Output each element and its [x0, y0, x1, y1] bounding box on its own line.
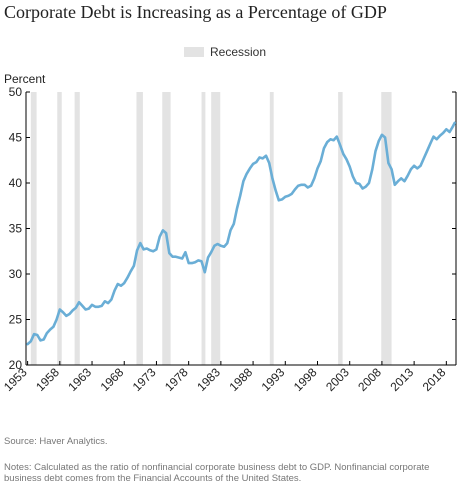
recession-bar-6	[211, 92, 221, 365]
chart-legend: Recession	[184, 45, 266, 59]
x-tick-label-2008: 2008	[355, 365, 384, 394]
chart-title: Corporate Debt is Increasing as a Percen…	[4, 2, 387, 22]
x-tick-label-2013: 2013	[387, 365, 416, 394]
y-tick-label-40: 40	[9, 176, 23, 190]
source-note: Source: Haver Analytics.	[4, 436, 108, 447]
legend-swatch-recession	[184, 47, 204, 57]
x-tick-label-1973: 1973	[130, 365, 159, 394]
legend-label-recession: Recession	[210, 45, 267, 59]
y-tick-label-30: 30	[9, 267, 23, 281]
y-tick-label-35: 35	[9, 222, 23, 236]
x-tick-label-2018: 2018	[420, 365, 449, 394]
x-tick-label-1968: 1968	[98, 365, 127, 394]
x-tick-label-1953: 1953	[1, 365, 30, 394]
x-tick-label-1958: 1958	[33, 365, 62, 394]
recession-bar-7	[269, 92, 274, 365]
y-tick-label-25: 25	[9, 313, 23, 327]
recession-bar-8	[338, 92, 343, 365]
recession-bar-3	[136, 92, 143, 365]
x-tick-label-1998: 1998	[291, 365, 320, 394]
recession-bar-1	[57, 92, 62, 365]
x-tick-label-1988: 1988	[226, 365, 255, 394]
y-tick-label-45: 45	[9, 131, 23, 145]
x-tick-label-1978: 1978	[162, 365, 191, 394]
chart-notes: Notes: Calculated as the ratio of nonfin…	[4, 462, 430, 484]
x-tick-label-1963: 1963	[65, 365, 94, 394]
series-line-0	[26, 121, 457, 346]
recession-bar-4	[162, 92, 171, 365]
x-tick-label-2003: 2003	[323, 365, 352, 394]
recession-bar-9	[381, 92, 392, 365]
y-tick-label-20: 20	[9, 358, 23, 372]
x-tick-label-1983: 1983	[194, 365, 223, 394]
y-axis-label: Percent	[4, 72, 46, 86]
recession-bar-5	[201, 92, 206, 365]
y-tick-label-50: 50	[9, 85, 23, 99]
recession-bar-2	[74, 92, 80, 365]
x-tick-label-1993: 1993	[259, 365, 288, 394]
recession-bar-0	[30, 92, 37, 365]
